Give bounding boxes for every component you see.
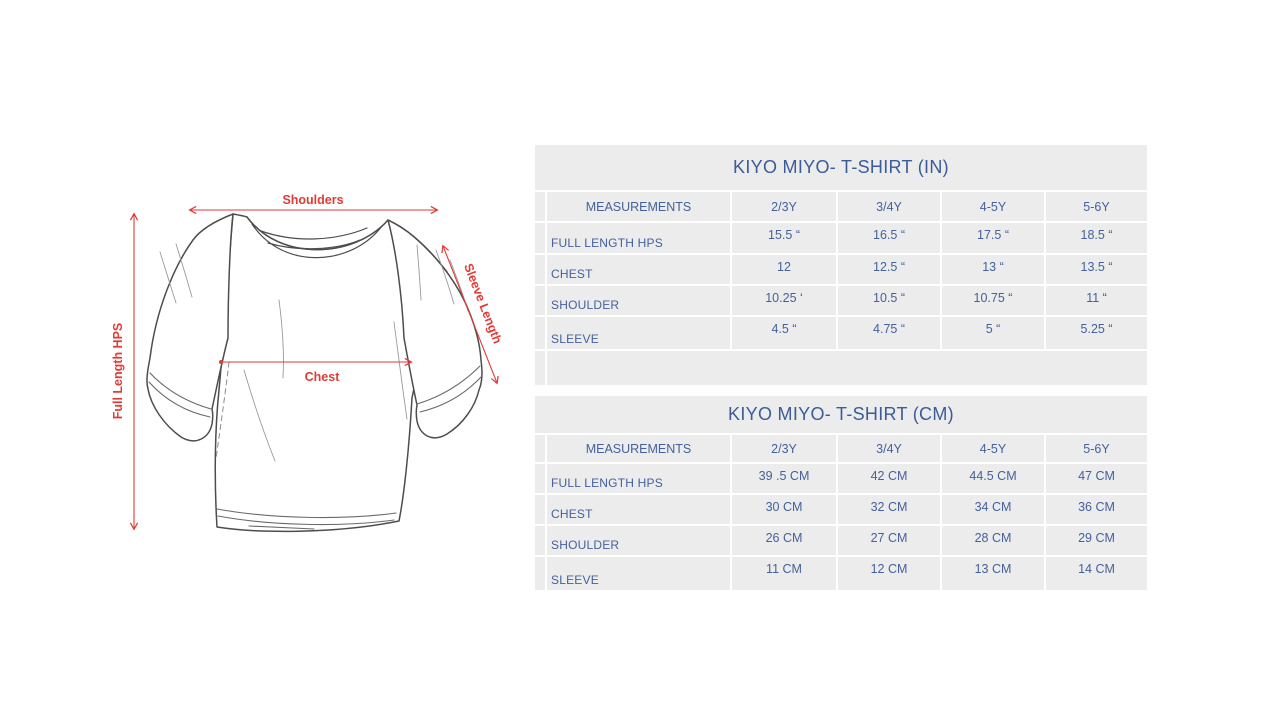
table-cell: 10.75 “ — [942, 286, 1044, 315]
size-table-inches: KIYO MIYO- T-SHIRT (IN) MEASUREMENTS 2/3… — [535, 145, 1147, 385]
table-cell: 44.5 CM — [942, 464, 1044, 493]
table-cell: 47 CM — [1046, 464, 1147, 493]
tshirt-collar — [246, 216, 389, 259]
row-label: SLEEVE — [547, 557, 730, 590]
row-label: SHOULDER — [547, 286, 730, 315]
shoulders-label: Shoulders — [282, 193, 343, 207]
table-cell: 11 CM — [732, 557, 836, 590]
full-length-hps-label: Full Length HPS — [111, 323, 125, 420]
tshirt-dashed-seam — [215, 361, 230, 460]
table-cell: 5.25 “ — [1046, 317, 1147, 349]
spacer-cell — [535, 435, 545, 462]
size-grid-inches: MEASUREMENTS 2/3Y 3/4Y 4-5Y 5-6Y FULL LE… — [535, 192, 1147, 385]
row-label: SHOULDER — [547, 526, 730, 555]
column-header: 4-5Y — [942, 192, 1044, 221]
empty-band — [547, 351, 1147, 385]
row-label: SLEEVE — [547, 317, 730, 349]
size-grid-centimeters: MEASUREMENTS 2/3Y 3/4Y 4-5Y 5-6Y FULL LE… — [535, 435, 1147, 590]
table-cell: 12 — [732, 255, 836, 284]
spacer-cell — [535, 286, 545, 315]
spacer-cell — [535, 223, 545, 253]
tshirt-measurement-diagram: Shoulders Full Length HPS Sleeve Length … — [111, 193, 504, 533]
table-cell: 36 CM — [1046, 495, 1147, 524]
table-cell: 12 CM — [838, 557, 940, 590]
spacer-cell — [535, 351, 545, 385]
table-cell: 18.5 “ — [1046, 223, 1147, 253]
spacer-cell — [535, 464, 545, 493]
table-cell: 30 CM — [732, 495, 836, 524]
column-header: MEASUREMENTS — [547, 192, 730, 221]
spacer-cell — [535, 526, 545, 555]
table-cell: 14 CM — [1046, 557, 1147, 590]
sleeve-length-dimension-line — [441, 244, 499, 385]
column-header: 5-6Y — [1046, 435, 1147, 462]
row-label: CHEST — [547, 255, 730, 284]
table-cell: 39 .5 CM — [732, 464, 836, 493]
row-label: FULL LENGTH HPS — [547, 223, 730, 253]
column-header: 3/4Y — [838, 435, 940, 462]
table-cell: 34 CM — [942, 495, 1044, 524]
table-cell: 4.5 “ — [732, 317, 836, 349]
row-label: FULL LENGTH HPS — [547, 464, 730, 493]
spacer-cell — [535, 255, 545, 284]
table-cell: 15.5 “ — [732, 223, 836, 253]
chest-line-endpoint-dot — [219, 360, 223, 364]
dimension-annotations — [129, 205, 499, 531]
table-cell: 13 CM — [942, 557, 1044, 590]
column-header: 2/3Y — [732, 192, 836, 221]
spacer-cell — [535, 557, 545, 590]
spacer-cell — [535, 495, 545, 524]
size-table-centimeters: KIYO MIYO- T-SHIRT (CM) MEASUREMENTS 2/3… — [535, 396, 1147, 590]
table-cell: 5 “ — [942, 317, 1044, 349]
chest-label: Chest — [305, 370, 341, 384]
table-cell: 11 “ — [1046, 286, 1147, 315]
tshirt-left-sleeve — [146, 213, 234, 442]
table-title-inches: KIYO MIYO- T-SHIRT (IN) — [535, 145, 1147, 190]
table-cell: 13.5 “ — [1046, 255, 1147, 284]
table-cell: 27 CM — [838, 526, 940, 555]
table-cell: 10.25 ‘ — [732, 286, 836, 315]
table-cell: 42 CM — [838, 464, 940, 493]
table-cell: 12.5 “ — [838, 255, 940, 284]
table-cell: 26 CM — [732, 526, 836, 555]
tshirt-sketch — [146, 213, 483, 533]
table-cell: 29 CM — [1046, 526, 1147, 555]
table-cell: 10.5 “ — [838, 286, 940, 315]
column-header: 2/3Y — [732, 435, 836, 462]
table-cell: 13 “ — [942, 255, 1044, 284]
row-label: CHEST — [547, 495, 730, 524]
table-cell: 32 CM — [838, 495, 940, 524]
column-header: MEASUREMENTS — [547, 435, 730, 462]
column-header: 5-6Y — [1046, 192, 1147, 221]
column-header: 3/4Y — [838, 192, 940, 221]
table-cell: 16.5 “ — [838, 223, 940, 253]
table-cell: 4.75 “ — [838, 317, 940, 349]
spacer-cell — [535, 192, 545, 221]
table-title-centimeters: KIYO MIYO- T-SHIRT (CM) — [535, 396, 1147, 433]
spacer-cell — [535, 317, 545, 349]
table-cell: 28 CM — [942, 526, 1044, 555]
table-cell: 17.5 “ — [942, 223, 1044, 253]
column-header: 4-5Y — [942, 435, 1044, 462]
